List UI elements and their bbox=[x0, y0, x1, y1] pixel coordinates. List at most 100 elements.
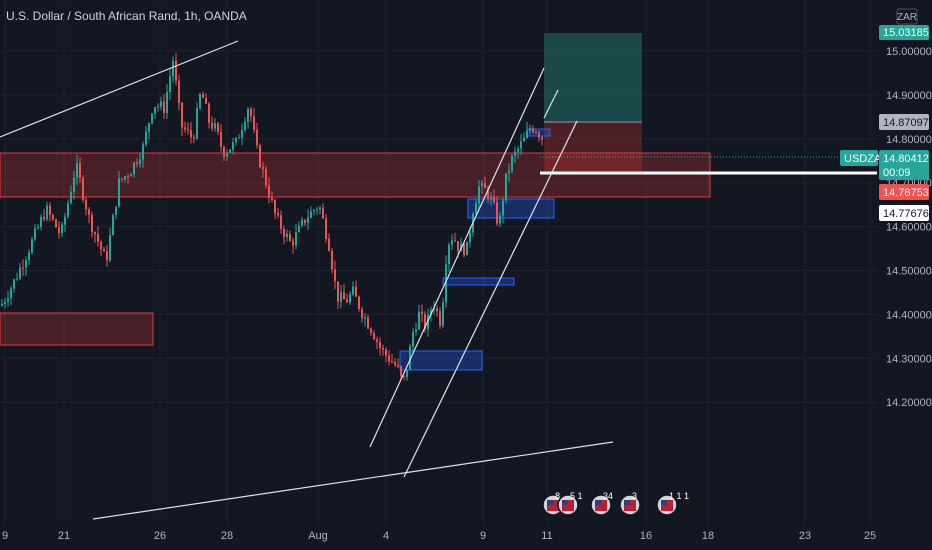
channel-line-right[interactable] bbox=[403, 120, 578, 478]
candle-body bbox=[121, 178, 123, 180]
candle-body bbox=[451, 240, 453, 245]
candle-body bbox=[490, 196, 492, 199]
x-tick-label: 11 bbox=[541, 530, 552, 542]
x-tick-label: 9 bbox=[480, 530, 486, 542]
us-flag-icon bbox=[624, 500, 636, 511]
candle-body bbox=[154, 107, 156, 114]
candle-body bbox=[190, 130, 192, 138]
candle-body bbox=[532, 128, 534, 132]
target-zone bbox=[544, 33, 642, 122]
candle-body bbox=[523, 137, 525, 142]
candle-body bbox=[169, 76, 171, 92]
channel-line-left[interactable] bbox=[369, 67, 545, 448]
candle-body bbox=[319, 207, 321, 210]
stop-zone bbox=[544, 122, 642, 172]
price-axis-background bbox=[877, 0, 932, 550]
target-price-label: 15.03185 bbox=[883, 27, 929, 39]
candle-body bbox=[412, 332, 414, 347]
candle-body bbox=[331, 250, 333, 270]
price-axis[interactable]: 15.0000014.9000014.8000014.7000014.60000… bbox=[840, 0, 932, 550]
target-price-label-bg[interactable] bbox=[879, 25, 929, 40]
candle-body bbox=[19, 267, 21, 279]
candle-body bbox=[16, 278, 18, 280]
candle-body bbox=[469, 232, 471, 242]
stop-price-label-bg[interactable] bbox=[879, 114, 929, 130]
candle-body bbox=[82, 178, 84, 200]
candle-body bbox=[247, 108, 249, 123]
candle-body bbox=[280, 215, 282, 229]
us-flag-canton bbox=[661, 500, 667, 505]
candle-body bbox=[64, 216, 66, 225]
candle-body bbox=[202, 94, 204, 98]
trend-line-lower[interactable] bbox=[92, 441, 614, 520]
candle-body bbox=[166, 91, 168, 114]
last-price-bg[interactable] bbox=[879, 150, 929, 180]
order-block bbox=[399, 350, 483, 371]
candle-body bbox=[76, 163, 78, 178]
candle-body bbox=[253, 116, 255, 130]
candle-body bbox=[379, 341, 381, 348]
candle-body bbox=[508, 170, 510, 174]
candle-body bbox=[61, 224, 63, 234]
candle-body bbox=[334, 269, 336, 282]
time-axis-background bbox=[0, 524, 932, 550]
candle-body bbox=[370, 328, 372, 334]
candle-body bbox=[484, 182, 486, 189]
projection-line[interactable] bbox=[543, 89, 559, 119]
us-flag-icon bbox=[661, 500, 673, 511]
candle-body bbox=[151, 113, 153, 124]
candle-body bbox=[433, 308, 435, 310]
candle-body bbox=[538, 132, 540, 138]
candle-body bbox=[430, 309, 432, 315]
candle-body bbox=[292, 240, 294, 246]
candle-body bbox=[403, 375, 405, 377]
x-tick-label: 16 bbox=[640, 530, 652, 542]
candle-body bbox=[145, 131, 147, 145]
candle-body bbox=[304, 219, 306, 223]
chart-title: U.S. Dollar / South African Rand, 1h, OA… bbox=[6, 9, 247, 23]
trend-lines[interactable] bbox=[0, 40, 877, 520]
candle-body bbox=[163, 101, 165, 114]
line-price-label-bg[interactable] bbox=[879, 205, 929, 221]
time-axis[interactable]: 9 21 26 28 Aug 4 9 11 16 18 23 25 bbox=[0, 524, 932, 550]
last-price-label: 14.80412 bbox=[883, 153, 929, 165]
candle-body bbox=[148, 123, 150, 132]
candle-body bbox=[457, 241, 459, 252]
candle-body bbox=[211, 122, 213, 129]
candle-body bbox=[259, 145, 261, 168]
candle-body bbox=[337, 281, 339, 302]
candle-body bbox=[94, 232, 96, 235]
candle-body bbox=[448, 244, 450, 264]
candle-body bbox=[130, 174, 132, 177]
candle-body bbox=[439, 311, 441, 326]
trend-line-upper[interactable] bbox=[0, 40, 239, 138]
grid bbox=[0, 0, 877, 524]
event-count: 5 1 bbox=[570, 491, 583, 501]
y-tick-label: 14.60000 bbox=[886, 222, 932, 234]
candle-body bbox=[196, 108, 198, 139]
candle-body bbox=[340, 292, 342, 302]
candle-body bbox=[367, 317, 369, 329]
candle-body bbox=[505, 173, 507, 201]
candle-body bbox=[7, 298, 9, 302]
candles bbox=[1, 52, 543, 381]
symbol-label-bg[interactable] bbox=[840, 150, 878, 166]
line-price-label: 14.77676 bbox=[883, 208, 929, 220]
candle-body bbox=[502, 200, 504, 216]
currency-button[interactable] bbox=[896, 8, 918, 25]
candle-body bbox=[511, 155, 513, 171]
candle-body bbox=[34, 228, 36, 240]
candle-body bbox=[103, 249, 105, 252]
candle-body bbox=[58, 227, 60, 234]
candle-body bbox=[157, 106, 159, 108]
candle-body bbox=[415, 329, 417, 333]
candle-body bbox=[133, 162, 135, 175]
stop-price-label: 14.87097 bbox=[883, 117, 929, 129]
candle-body bbox=[343, 292, 345, 300]
entry-price-label-bg[interactable] bbox=[879, 184, 929, 200]
economic-events[interactable]: 8 5 1 34 3 1 1 1 bbox=[542, 491, 689, 516]
candle-body bbox=[517, 148, 519, 152]
candle-body bbox=[424, 313, 426, 330]
